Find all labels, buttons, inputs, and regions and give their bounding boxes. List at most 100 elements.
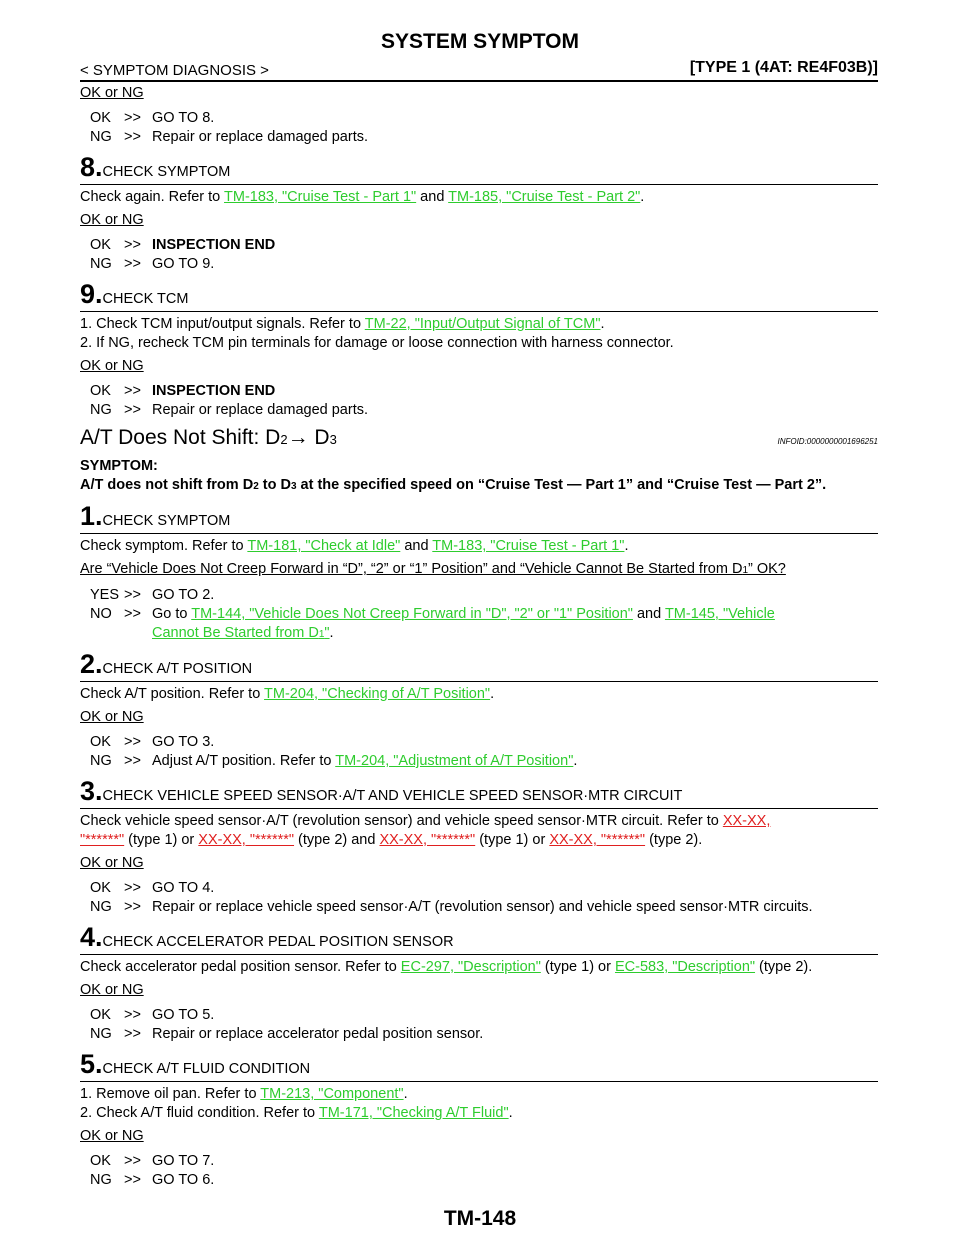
text: .	[640, 189, 645, 205]
text: Check accelerator pedal position sensor.…	[80, 959, 401, 975]
text: .	[329, 625, 334, 641]
step-1-heading: 1.CHECK SYMPTOM	[80, 502, 878, 534]
text: to D	[258, 477, 291, 493]
ok-or-ng-label: OK or NG	[80, 982, 144, 998]
step-title: CHECK SYMPTOM	[102, 164, 231, 180]
ok-label: OK	[90, 237, 111, 253]
ok-or-ng-label: OK or NG	[80, 709, 144, 725]
text: Check vehicle speed sensor·A/T (revoluti…	[80, 813, 723, 829]
ng-action: Repair or replace vehicle speed sensor·A…	[152, 899, 813, 915]
ok-or-ng-label: OK or NG	[80, 85, 144, 101]
arrow: >>	[124, 734, 141, 750]
step-title: CHECK TCM	[102, 291, 189, 307]
text: 1. Check TCM input/output signals. Refer…	[80, 316, 365, 332]
link-xx-3[interactable]: XX-XX, "******"	[379, 832, 476, 848]
text: .	[573, 753, 578, 769]
ok-action: INSPECTION END	[152, 237, 276, 253]
arrow: >>	[124, 402, 141, 418]
link-cruise-test-part-1[interactable]: TM-183, "Cruise Test - Part 1"	[224, 189, 417, 205]
link-ec-583[interactable]: EC-583, "Description"	[614, 959, 756, 975]
text: 1. Remove oil pan. Refer to	[80, 1086, 261, 1102]
symptom-description: A/T does not shift from D2 to D3 at the …	[80, 476, 878, 496]
step-4-text: Check accelerator pedal position sensor.…	[80, 958, 878, 977]
arrow: >>	[124, 256, 141, 272]
yes-action: GO TO 2.	[152, 587, 215, 603]
text: Go to	[152, 606, 192, 622]
subscript: 3	[290, 481, 297, 492]
link-xx-2[interactable]: XX-XX, "******"	[198, 832, 295, 848]
step-number: 8.	[80, 152, 103, 182]
section-heading: A/T Does Not Shift: D2→ D3 INFOID:000000…	[80, 426, 878, 451]
arrow: >>	[124, 606, 141, 622]
ng-label: NG	[90, 899, 112, 915]
arrow: >>	[124, 1153, 141, 1169]
text: .	[508, 1105, 513, 1121]
step-9-line-2: 2. If NG, recheck TCM pin terminals for …	[80, 335, 674, 351]
section-title: A/T Does Not Shift: D2→ D3	[80, 426, 337, 449]
text: .	[624, 538, 629, 554]
text: Check again. Refer to	[80, 189, 225, 205]
header-right-type: [TYPE 1 (4AT: RE4F03B)]	[689, 59, 878, 76]
ng-action: Repair or replace accelerator pedal posi…	[152, 1026, 484, 1042]
text: → D	[287, 426, 330, 449]
yes-label: YES	[90, 587, 120, 603]
link-cruise-test-part-1[interactable]: TM-183, "Cruise Test - Part 1"	[432, 538, 625, 554]
link-vehicle-cannot-be-started[interactable]: TM-145, "Vehicle Cannot Be Started from D…	[152, 606, 775, 641]
result-table: OK >> GO TO 8. NG >> Repair or replace damag…	[90, 109, 877, 147]
ng-label: NG	[90, 1026, 112, 1042]
step-2-heading: 2.CHECK A/T POSITION	[80, 650, 878, 682]
step-9-heading: 9.CHECK TCM	[80, 280, 878, 312]
step-number: 4.	[80, 922, 103, 952]
link-component[interactable]: TM-213, "Component"	[260, 1086, 404, 1102]
text: (type 1) or	[475, 832, 550, 848]
page-title: SYSTEM SYMPTOM	[381, 30, 579, 53]
step-number: 3.	[80, 776, 103, 806]
text: Are “Vehicle Does Not Creep Forward in “…	[80, 561, 743, 577]
header-rule	[80, 80, 878, 82]
text: "	[324, 625, 330, 641]
link-xx-1[interactable]: XX-XX, "******"	[80, 813, 770, 848]
text: (type 1) or	[124, 832, 199, 848]
ng-action: Repair or replace damaged parts.	[152, 402, 369, 418]
text: Check symptom. Refer to	[80, 538, 248, 554]
ok-or-ng-label: OK or NG	[80, 1128, 144, 1144]
result-table: OK >> GO TO 4. NG >> Repair or replace vehic…	[90, 879, 877, 917]
link-cruise-test-part-2[interactable]: TM-185, "Cruise Test - Part 2"	[448, 189, 641, 205]
result-table: OK >> GO TO 7. NG >> GO TO 6.	[90, 1152, 877, 1190]
link-xx-4[interactable]: XX-XX, "******"	[549, 832, 646, 848]
text: and	[632, 606, 665, 622]
link-checking-at-position[interactable]: TM-204, "Checking of A/T Position"	[264, 686, 491, 702]
result-table: YES >> GO TO 2. NO >> Go to TM-144, "Vehicle…	[90, 586, 877, 644]
text: A/T does not shift from D	[80, 477, 254, 493]
page-number: TM-148	[443, 1207, 517, 1230]
link-checking-at-fluid[interactable]: TM-171, "Checking A/T Fluid"	[318, 1105, 509, 1121]
text: 2. Check A/T fluid condition. Refer to	[80, 1105, 319, 1121]
ng-action: Adjust A/T position. Refer to TM-204, "A…	[152, 752, 877, 771]
arrow: >>	[124, 899, 141, 915]
text: (type 1) or	[540, 959, 615, 975]
step-2-text: Check A/T position. Refer to TM-204, "Ch…	[80, 685, 878, 704]
text: and	[416, 189, 449, 205]
ng-label: NG	[90, 402, 112, 418]
arrow: >>	[124, 880, 141, 896]
ng-action: GO TO 9.	[152, 256, 215, 272]
link-ec-297[interactable]: EC-297, "Description"	[400, 959, 541, 975]
link-input-output-signal[interactable]: TM-22, "Input/Output Signal of TCM"	[364, 316, 601, 332]
ok-label: OK	[90, 880, 111, 896]
ok-label: OK	[90, 734, 111, 750]
step-3-text: Check vehicle speed sensor·A/T (revoluti…	[80, 812, 878, 850]
ok-action: GO TO 7.	[152, 1153, 215, 1169]
ng-action: Repair or replace damaged parts.	[152, 129, 369, 145]
step-4-heading: 4.CHECK ACCELERATOR PEDAL POSITION SENSO…	[80, 923, 878, 955]
subscript: 1	[742, 565, 748, 576]
link-check-at-idle[interactable]: TM-181, "Check at Idle"	[247, 538, 401, 554]
main-content: OK or NG OK >> GO TO 8. NG >> Repair or repl…	[80, 84, 878, 1190]
step-title: CHECK A/T POSITION	[102, 661, 253, 677]
ok-action: GO TO 5.	[152, 1007, 215, 1023]
link-vehicle-does-not-creep[interactable]: TM-144, "Vehicle Does Not Creep Forward …	[191, 606, 633, 622]
text: and	[400, 538, 433, 554]
ok-action: GO TO 3.	[152, 734, 215, 750]
step-number: 5.	[80, 1049, 103, 1079]
step-number: 2.	[80, 649, 103, 679]
link-adjustment-at-position[interactable]: TM-204, "Adjustment of A/T Position"	[335, 753, 574, 769]
